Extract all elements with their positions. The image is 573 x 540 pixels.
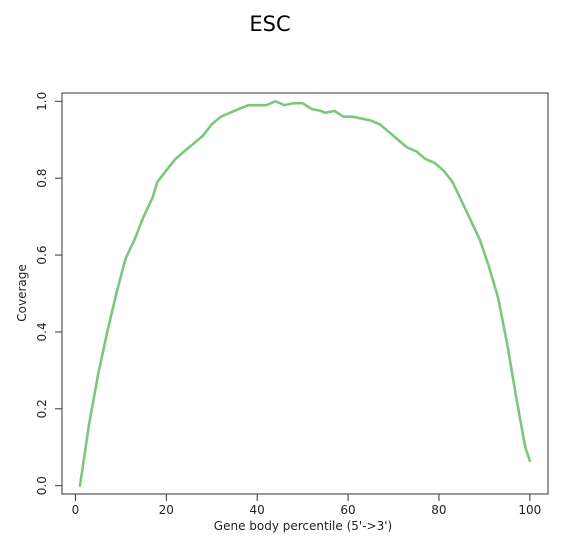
x-tick-label: 40 [250, 503, 265, 517]
y-tick-label: 0.6 [35, 246, 49, 265]
chart-title: ESC [249, 12, 290, 36]
x-tick-label: 20 [159, 503, 174, 517]
plot-frame [61, 92, 549, 495]
x-tick-label: 60 [340, 503, 355, 517]
x-axis: 0 20 40 60 80 100 [72, 494, 541, 517]
series-layer [78, 100, 532, 488]
x-tick-label: 80 [431, 503, 446, 517]
y-axis: 0.0 0.2 0.4 0.6 0.8 1.0 [35, 92, 62, 495]
y-tick-label: 0.4 [35, 322, 49, 341]
y-axis-label: Coverage [15, 264, 29, 322]
x-axis-label: Gene body percentile (5'->3') [214, 519, 392, 533]
x-tick-label: 0 [72, 503, 80, 517]
y-tick-label: 1.0 [35, 92, 49, 111]
coverage-line [78, 100, 532, 488]
y-tick-label: 0.0 [35, 476, 49, 495]
y-tick-label: 0.2 [35, 399, 49, 418]
x-tick-label: 100 [518, 503, 541, 517]
y-tick-label: 0.8 [35, 169, 49, 188]
